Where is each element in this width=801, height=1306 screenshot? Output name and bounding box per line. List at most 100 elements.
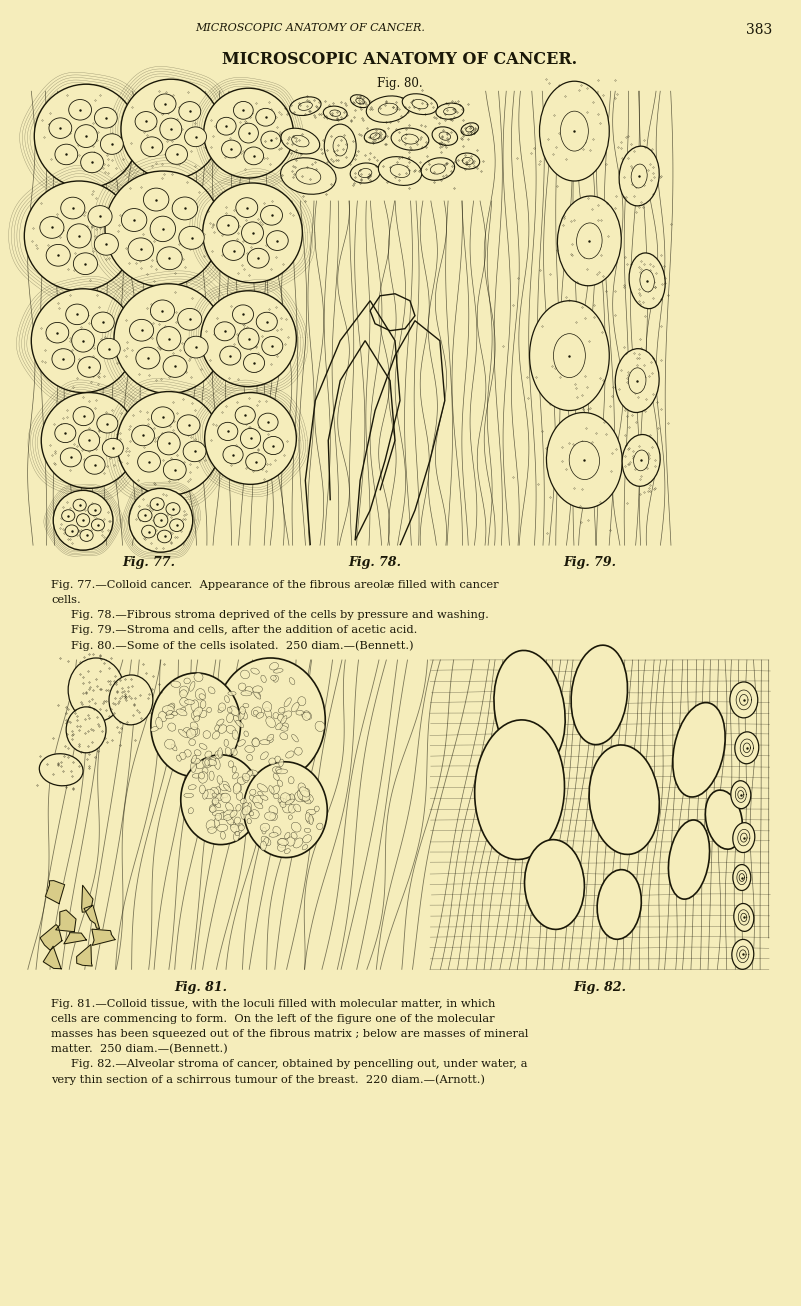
Ellipse shape xyxy=(245,687,253,693)
Ellipse shape xyxy=(272,786,280,794)
Ellipse shape xyxy=(172,197,198,219)
Ellipse shape xyxy=(203,730,211,738)
Ellipse shape xyxy=(436,103,464,119)
Text: Fig. 82.—Alveolar stroma of cancer, obtained by pencelling out, under water, a: Fig. 82.—Alveolar stroma of cancer, obta… xyxy=(71,1059,528,1070)
Ellipse shape xyxy=(252,686,263,693)
Ellipse shape xyxy=(227,818,234,825)
Ellipse shape xyxy=(34,84,138,188)
Ellipse shape xyxy=(273,827,281,836)
Ellipse shape xyxy=(150,217,175,242)
Ellipse shape xyxy=(283,803,292,812)
Ellipse shape xyxy=(304,828,311,832)
Ellipse shape xyxy=(223,784,231,791)
Ellipse shape xyxy=(280,801,286,807)
Ellipse shape xyxy=(668,820,710,899)
Ellipse shape xyxy=(60,448,82,466)
Ellipse shape xyxy=(207,757,215,765)
Ellipse shape xyxy=(160,118,182,140)
Ellipse shape xyxy=(207,708,211,713)
Ellipse shape xyxy=(166,710,172,716)
Ellipse shape xyxy=(217,824,227,832)
Ellipse shape xyxy=(95,107,117,128)
Ellipse shape xyxy=(62,509,74,521)
Ellipse shape xyxy=(356,98,364,104)
Ellipse shape xyxy=(65,525,78,537)
Ellipse shape xyxy=(577,223,602,259)
Ellipse shape xyxy=(78,430,99,451)
Ellipse shape xyxy=(240,428,260,448)
Ellipse shape xyxy=(207,827,216,833)
Ellipse shape xyxy=(284,832,290,838)
Ellipse shape xyxy=(280,726,288,731)
Polygon shape xyxy=(84,905,99,929)
Text: Fig. 82.: Fig. 82. xyxy=(573,981,626,994)
Ellipse shape xyxy=(276,767,281,773)
Ellipse shape xyxy=(300,790,309,801)
Ellipse shape xyxy=(238,710,245,721)
Ellipse shape xyxy=(239,123,259,142)
Ellipse shape xyxy=(280,724,288,729)
Ellipse shape xyxy=(298,696,306,705)
Polygon shape xyxy=(82,885,93,912)
Ellipse shape xyxy=(163,460,186,481)
Ellipse shape xyxy=(142,525,155,538)
Ellipse shape xyxy=(290,97,321,115)
Ellipse shape xyxy=(525,840,585,930)
Ellipse shape xyxy=(330,110,340,116)
Ellipse shape xyxy=(218,708,223,713)
Ellipse shape xyxy=(215,786,220,795)
Ellipse shape xyxy=(247,819,252,824)
Ellipse shape xyxy=(136,347,160,368)
Text: Fig. 77.—Colloid cancer.  Appearance of the fibrous areolæ filled with cancer: Fig. 77.—Colloid cancer. Appearance of t… xyxy=(51,580,499,590)
Ellipse shape xyxy=(735,731,759,764)
Ellipse shape xyxy=(122,209,147,231)
Ellipse shape xyxy=(278,798,284,803)
Ellipse shape xyxy=(216,118,236,135)
Ellipse shape xyxy=(189,739,195,746)
Ellipse shape xyxy=(288,804,296,814)
Ellipse shape xyxy=(95,234,119,255)
Ellipse shape xyxy=(247,755,252,760)
Ellipse shape xyxy=(232,773,239,778)
Ellipse shape xyxy=(206,820,215,829)
Ellipse shape xyxy=(270,812,277,820)
Ellipse shape xyxy=(231,748,237,755)
Ellipse shape xyxy=(267,734,274,741)
Ellipse shape xyxy=(208,760,217,765)
Ellipse shape xyxy=(432,127,457,145)
Ellipse shape xyxy=(210,788,219,797)
Ellipse shape xyxy=(184,793,194,798)
Ellipse shape xyxy=(324,124,356,168)
Ellipse shape xyxy=(292,703,299,712)
Ellipse shape xyxy=(571,645,627,744)
Ellipse shape xyxy=(241,808,246,819)
Ellipse shape xyxy=(199,772,208,784)
Ellipse shape xyxy=(242,222,264,244)
Ellipse shape xyxy=(733,823,755,853)
Ellipse shape xyxy=(184,750,191,757)
Ellipse shape xyxy=(252,738,259,747)
Ellipse shape xyxy=(262,337,283,355)
Ellipse shape xyxy=(261,836,271,845)
Ellipse shape xyxy=(734,904,754,931)
Ellipse shape xyxy=(300,790,310,801)
Ellipse shape xyxy=(130,320,154,341)
Ellipse shape xyxy=(261,675,266,683)
Ellipse shape xyxy=(276,722,283,730)
Ellipse shape xyxy=(223,810,235,819)
Text: very thin section of a schirrous tumour of the breast.  220 diam.—(Arnott.): very thin section of a schirrous tumour … xyxy=(51,1074,485,1085)
Ellipse shape xyxy=(201,291,296,387)
Ellipse shape xyxy=(121,80,220,179)
Ellipse shape xyxy=(179,686,189,695)
Ellipse shape xyxy=(290,794,295,802)
Ellipse shape xyxy=(224,696,229,703)
Ellipse shape xyxy=(215,793,223,799)
Ellipse shape xyxy=(245,771,253,778)
Ellipse shape xyxy=(196,760,205,769)
Ellipse shape xyxy=(235,406,256,424)
Ellipse shape xyxy=(256,712,264,718)
Ellipse shape xyxy=(52,349,74,370)
Ellipse shape xyxy=(223,445,244,464)
Ellipse shape xyxy=(181,755,260,845)
Ellipse shape xyxy=(248,248,269,268)
